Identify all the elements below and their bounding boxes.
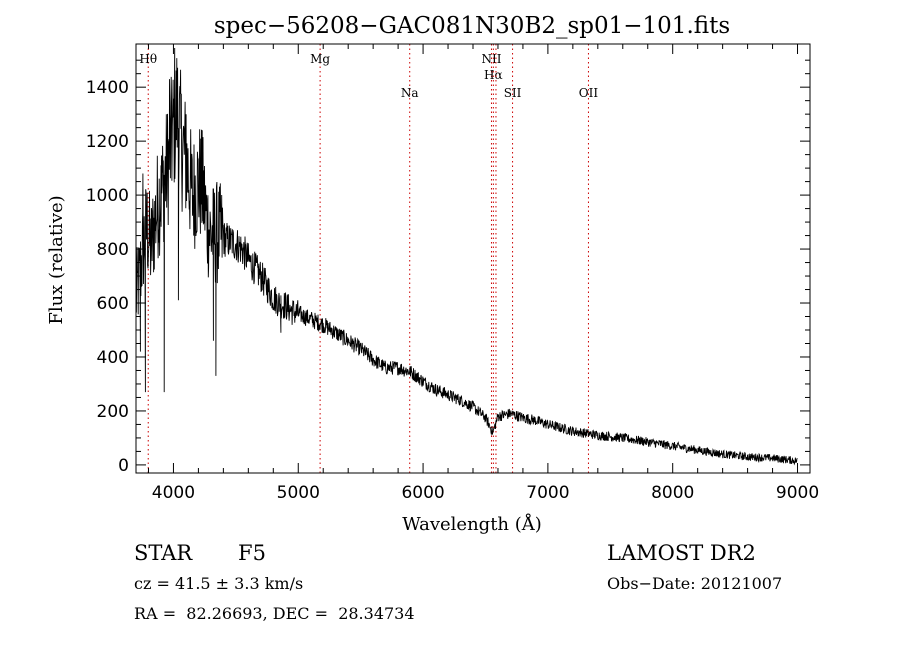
object-type: STAR: [134, 541, 193, 565]
x-tick-label-5: 9000: [776, 483, 819, 503]
x-tick-label-1: 5000: [277, 483, 320, 503]
x-tick-label-3: 7000: [526, 483, 569, 503]
survey-name: LAMOST DR2: [607, 541, 756, 565]
line-label-0: Hθ: [139, 52, 157, 66]
plot-frame: [135, 43, 811, 474]
y-tick-label-3: 600: [97, 294, 129, 314]
y-tick-label-4: 800: [97, 240, 129, 260]
y-tick-label-1: 200: [97, 402, 129, 422]
y-tick-label-6: 1200: [86, 132, 129, 152]
line-label-6: SΙΙ: [504, 86, 522, 100]
coordinates: RA = 82.26693, DEC = 28.34734: [134, 604, 415, 623]
redshift-text: cz = 41.5 ± 3.3 km/s: [134, 574, 304, 593]
x-tick-label-4: 8000: [651, 483, 694, 503]
spectrum-line: [135, 47, 798, 466]
line-label-1: Mg: [310, 52, 330, 66]
line-label-3: NΙΙ: [481, 52, 501, 66]
y-tick-label-5: 1000: [86, 186, 129, 206]
line-label-2: Na: [401, 86, 419, 100]
line-label-4: Hα: [484, 68, 503, 82]
y-tick-label-0: 0: [118, 456, 129, 476]
y-axis-label: Flux (relative): [46, 195, 67, 324]
y-tick-label-7: 1400: [86, 78, 129, 98]
obs-date: Obs−Date: 20121007: [607, 574, 783, 593]
chart-title: spec−56208−GAC081N30B2_sp01−101.fits: [214, 13, 730, 39]
x-tick-label-0: 4000: [152, 483, 195, 503]
subclass: F5: [238, 541, 266, 565]
x-axis-label: Wavelength (Å): [402, 513, 542, 535]
x-tick-label-2: 6000: [401, 483, 444, 503]
line-label-7: OΙΙ: [579, 86, 599, 100]
y-tick-label-2: 400: [97, 348, 129, 368]
